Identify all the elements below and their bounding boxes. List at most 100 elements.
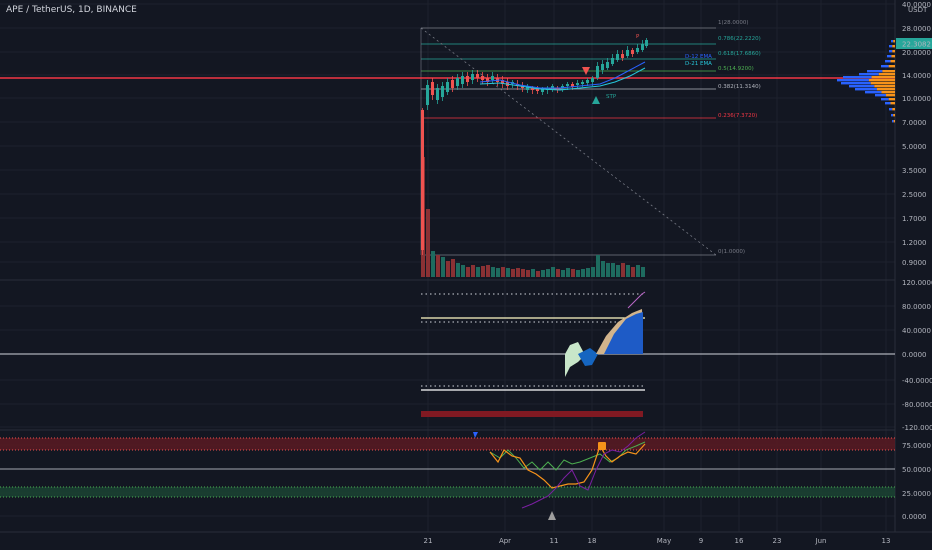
rsi-tick-label: 50.0000 [902,466,931,474]
candle[interactable] [436,84,439,104]
candle[interactable] [421,108,424,255]
macd-tick-label: 0.0000 [902,351,927,359]
candle[interactable] [611,54,614,66]
volume-profile-bar [841,82,871,85]
candle[interactable] [461,72,464,88]
candle[interactable] [466,72,469,86]
price-tick-label: 3.5000 [902,167,927,175]
volume-bar [576,270,580,277]
volume-profile-bar [890,102,895,105]
volume-bar [496,268,500,277]
candlesticks[interactable] [421,38,648,255]
candle[interactable] [471,70,474,84]
candle[interactable] [606,58,609,70]
sell-signal-icon[interactable] [582,67,590,75]
fib-label-0382: 0.382(11.3140) [718,84,761,90]
volume-profile-bar [892,120,894,123]
chart-symbol-title[interactable]: APE / TetherUS, 1D, BINANCE [6,5,137,15]
time-tick-label: 18 [588,537,597,545]
candle[interactable] [486,74,489,86]
macd-pane[interactable] [0,291,895,417]
time-tick-label: 13 [882,537,891,545]
candle[interactable] [476,70,479,82]
volume-profile-bar [882,70,895,73]
candle[interactable] [491,72,494,84]
volume-profile-bar [843,76,872,79]
volume-bar [521,269,525,277]
volume-profile-bar [881,91,895,94]
volume-bar [606,263,610,277]
macd-axis[interactable]: 120.0000 80.0000 40.0000 0.0000 -40.0000 -80.… [902,279,932,409]
ema-21-label: D-21 EMA [685,61,712,67]
candle[interactable] [636,44,639,54]
rsi-tick-label: 75.0000 [902,442,931,450]
candle[interactable] [601,60,604,74]
buy-signal-icon[interactable] [592,96,600,104]
candle[interactable] [516,80,519,90]
volume-bar [536,271,540,277]
candle[interactable] [511,80,514,88]
p-marker-label: P [636,34,640,40]
fib-label-0236: 0.236(7.3720) [718,113,757,119]
ema-21-line[interactable] [479,67,646,91]
candle[interactable] [456,74,459,90]
price-tick-label: 1.7000 [902,215,927,223]
volume-profile-bar [865,91,882,94]
time-tick-label: Apr [499,537,511,545]
candle[interactable] [546,86,549,94]
volume-bar [466,267,470,277]
volume-profile-bar [875,94,886,97]
volume-bar [636,265,640,277]
rsi-up-icon [548,511,556,520]
rsi-tick-label: -120.0000 [902,424,932,432]
volume-bar [501,267,505,277]
macd-tick-label: 120.0000 [902,279,932,287]
volume-profile-bar [892,45,895,48]
volume-bar [561,270,565,277]
volume-profile-bar [868,79,895,82]
time-tick-label: May [657,537,671,545]
fib-trend-line[interactable] [420,27,717,256]
macd-tick-label: 80.0000 [902,303,931,311]
volume-bar [571,269,575,277]
volume-profile-bar [877,88,895,91]
volume-profile-bar [881,65,889,68]
candle[interactable] [431,78,434,100]
time-axis[interactable]: 21 Apr 11 18 May 9 16 23 Jun 13 [424,537,891,545]
candle[interactable] [626,46,629,58]
candle[interactable] [596,62,599,80]
volume-profile-bar [849,85,875,88]
candle[interactable] [451,76,454,92]
price-axis[interactable]: 40.0000 28.0000 20.0000 14.0000 10.0000 7.000… [902,1,931,267]
volume-profile-bar [867,70,883,73]
candle[interactable] [621,50,624,61]
volume-profile-bar [871,76,895,79]
fib-retracement[interactable] [420,27,717,256]
candle[interactable] [426,80,429,110]
candle[interactable] [501,76,504,88]
volume-bar [541,270,545,277]
volume-profile-bar [893,40,895,43]
candle[interactable] [586,78,589,86]
volume-bar [596,255,600,277]
candle[interactable] [521,82,524,92]
rsi-axis[interactable]: -120.0000 75.0000 50.0000 25.0000 0.0000 [902,424,932,521]
rsi-pane[interactable] [0,431,895,520]
candle[interactable] [441,82,444,101]
fib-label-0786: 0.786(22.2220) [718,36,761,42]
volume-bar [436,255,440,277]
candle[interactable] [526,84,529,93]
candle[interactable] [616,50,619,62]
volume-bar [446,261,450,277]
candle[interactable] [645,38,648,48]
volume-bar [591,267,595,277]
candle[interactable] [641,40,644,52]
volume-bar [491,267,495,277]
ema-12-line[interactable] [479,61,646,89]
candle[interactable] [631,48,634,57]
volume-bar [611,263,615,277]
candle[interactable] [566,82,569,90]
fib-labels: 1(28.0000) 0.786(22.2220) 0.618(17.6860)… [718,20,761,255]
candle[interactable] [446,78,449,95]
